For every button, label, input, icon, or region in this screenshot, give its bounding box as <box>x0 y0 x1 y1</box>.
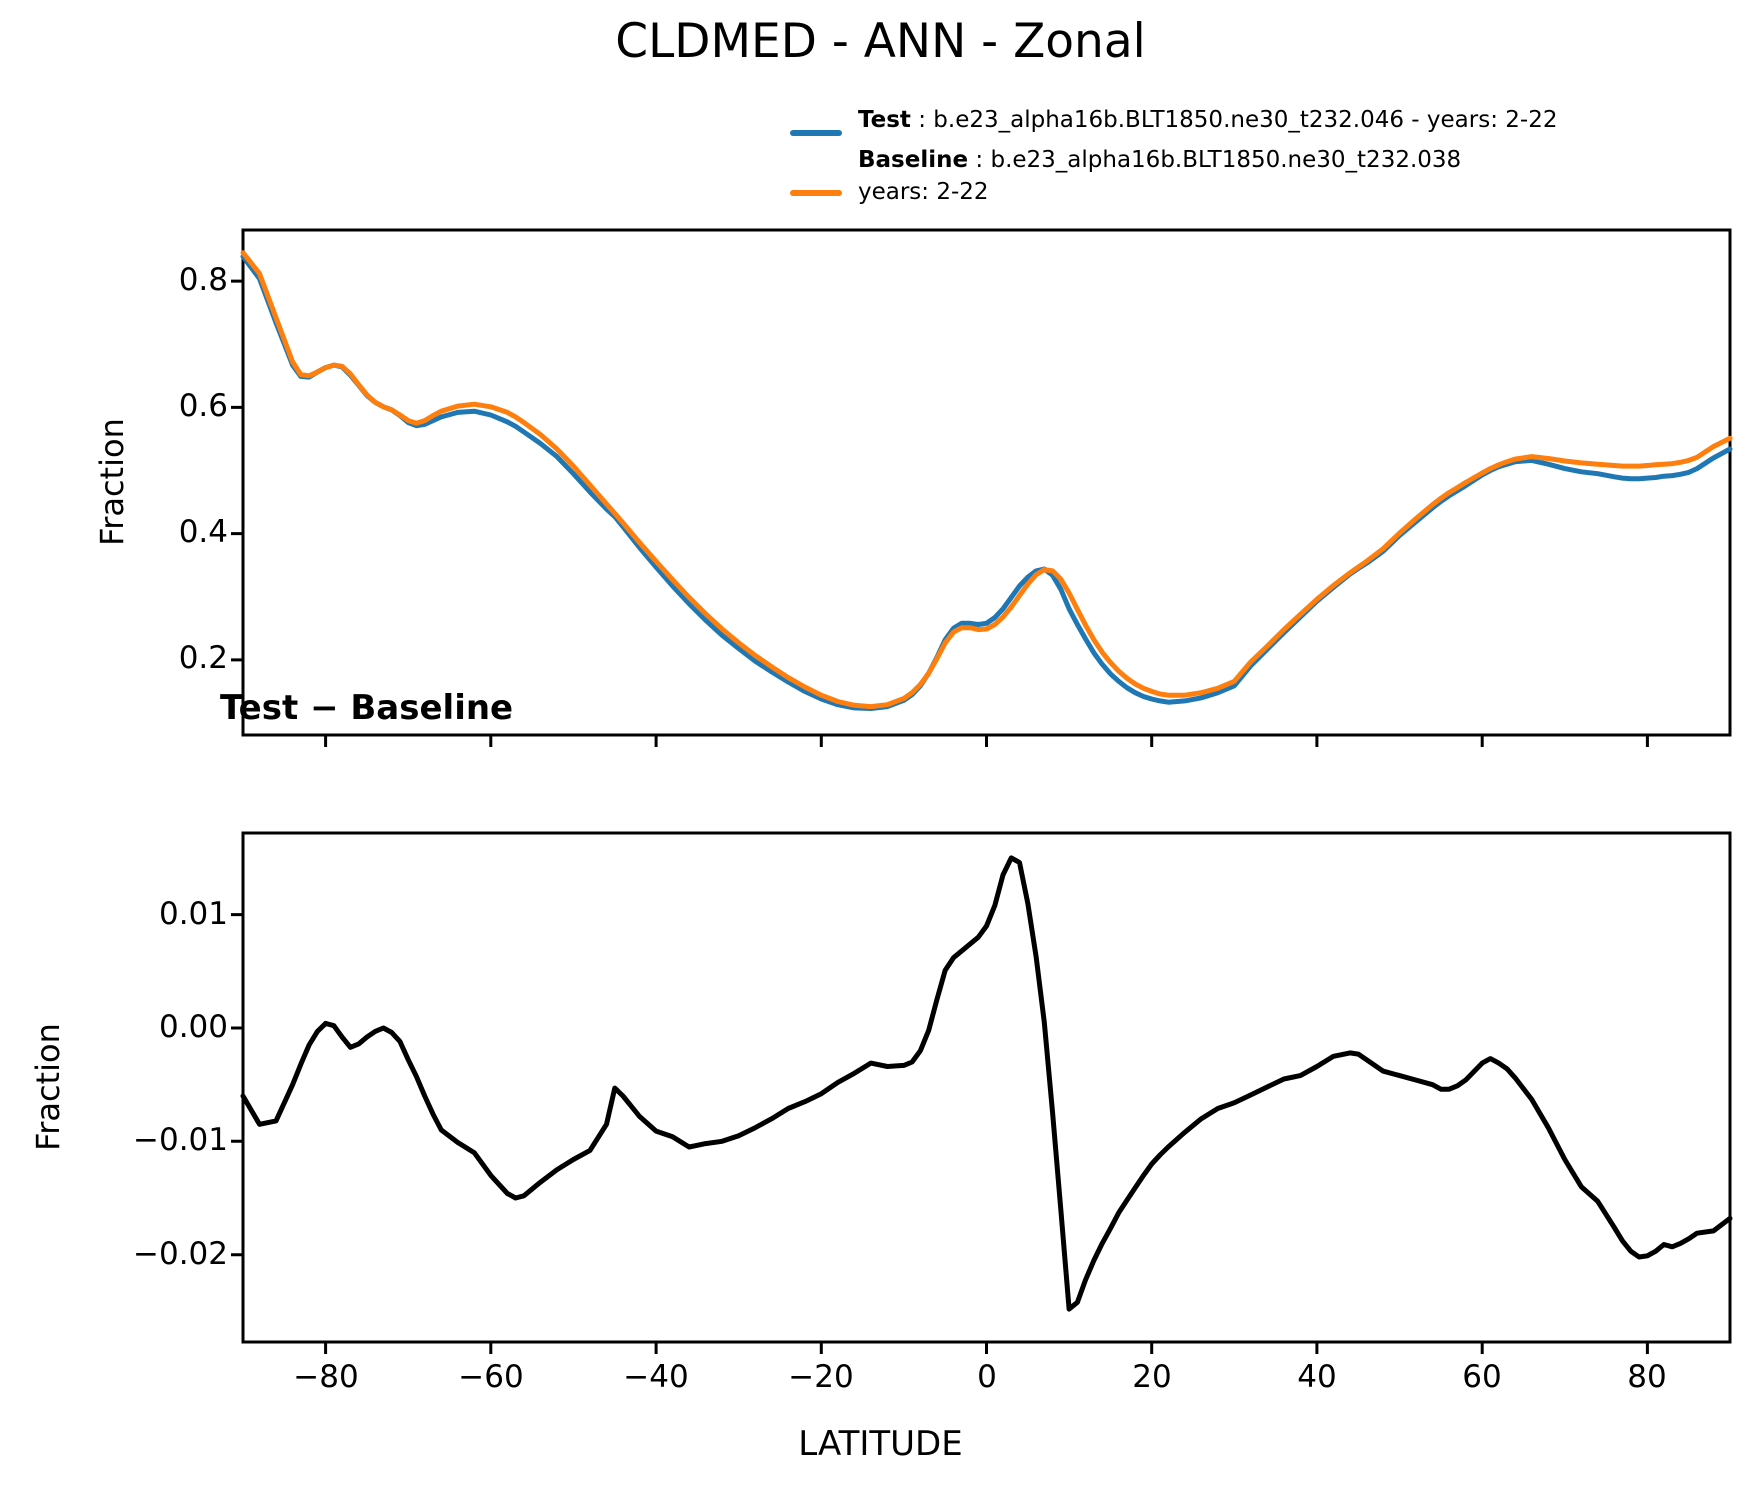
ytick-label: 0.2 <box>178 640 228 676</box>
y-axis-label-diff: Fraction <box>29 1023 67 1151</box>
top-panel <box>231 228 1733 747</box>
legend-swatch-baseline <box>790 190 842 196</box>
ytick-label: 0.00 <box>158 1009 228 1045</box>
xtick-label: −80 <box>293 1359 359 1395</box>
ytick-label: −0.01 <box>133 1122 228 1158</box>
ytick-label: 0.8 <box>178 262 228 298</box>
test-line <box>240 254 1733 711</box>
legend-test-label: b.e23_alpha16b.BLT1850.ne30_t232.046 - y… <box>933 107 1558 133</box>
legend-baseline-name: Baseline <box>858 147 969 173</box>
ytick-label: 0.4 <box>178 514 228 550</box>
legend-baseline-label-line2: years: 2-22 <box>858 179 989 205</box>
legend-entry-test: Test : b.e23_alpha16b.BLT1850.ne30_t232.… <box>858 104 1557 136</box>
y-axis-label-top: Fraction <box>93 418 131 546</box>
xtick-label: −40 <box>623 1359 689 1395</box>
xtick-label: 40 <box>1297 1359 1337 1395</box>
xtick-label: −60 <box>458 1359 524 1395</box>
page-title: CLDMED - ANN - Zonal <box>615 14 1146 69</box>
xtick-label: 80 <box>1627 1359 1667 1395</box>
top-panel-ticks <box>231 279 1649 747</box>
legend-baseline-label: b.e23_alpha16b.BLT1850.ne30_t232.038 <box>990 147 1462 173</box>
xtick-label: 20 <box>1132 1359 1172 1395</box>
legend-test-sep: : <box>910 107 934 133</box>
legend-test-name: Test <box>858 107 911 133</box>
diff-panel-frame <box>241 831 1732 1344</box>
legend-baseline-sep: : <box>968 147 991 173</box>
diff-panel-title: Test − Baseline <box>220 688 514 728</box>
top-panel-frame <box>241 228 1732 737</box>
ytick-label: −0.02 <box>133 1236 228 1272</box>
ytick-label: 0.6 <box>178 388 228 424</box>
x-axis-label: LATITUDE <box>798 1424 963 1464</box>
diff-line <box>240 855 1733 1312</box>
xtick-label: 0 <box>977 1359 997 1395</box>
xtick-label: −20 <box>788 1359 854 1395</box>
legend-entry-baseline: Baseline : b.e23_alpha16b.BLT1850.ne30_t… <box>858 144 1461 208</box>
xtick-label: 60 <box>1462 1359 1502 1395</box>
ytick-label: 0.01 <box>158 896 228 932</box>
legend-swatch-test <box>790 130 842 136</box>
baseline-line <box>240 250 1733 710</box>
diff-panel-ticks <box>231 913 1649 1354</box>
diff-panel <box>231 831 1733 1354</box>
